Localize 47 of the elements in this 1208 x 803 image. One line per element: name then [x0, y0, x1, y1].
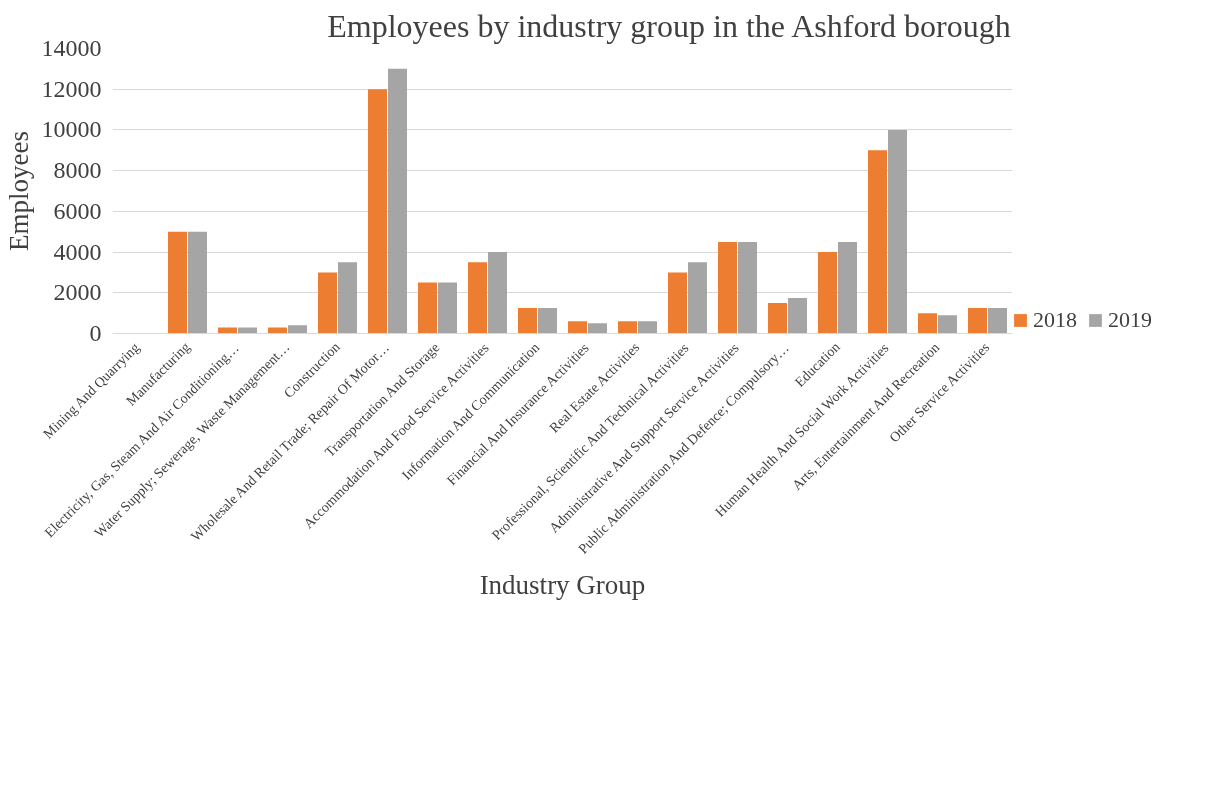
- bar: [938, 315, 957, 334]
- bar: [688, 262, 707, 334]
- bar: [718, 241, 737, 334]
- bar: [268, 327, 287, 334]
- y-tick-label: 4000: [53, 238, 102, 265]
- bar: [888, 129, 907, 334]
- y-tick-label: 6000: [53, 197, 102, 224]
- bar: [388, 68, 407, 334]
- bar: [838, 241, 857, 334]
- bar: [918, 313, 937, 334]
- bar: [868, 150, 887, 334]
- bar: [538, 308, 557, 334]
- bar: [488, 252, 507, 334]
- y-tick-label: 2000: [53, 279, 102, 306]
- bar: [168, 231, 187, 334]
- bar: [288, 325, 307, 334]
- bar: [518, 308, 537, 334]
- bar: [988, 308, 1007, 334]
- bar: [338, 262, 357, 334]
- x-axis-title: Industry Group: [479, 569, 646, 600]
- bar: [418, 282, 437, 334]
- legend-label: 2019: [1108, 307, 1152, 333]
- y-tick-label: 14000: [41, 35, 102, 61]
- bar: [238, 327, 257, 334]
- bar: [468, 262, 487, 334]
- bar: [318, 272, 337, 334]
- y-axis-title: Employees: [3, 131, 34, 251]
- y-tick-label: 0: [89, 320, 102, 346]
- y-tick-label: 12000: [41, 75, 102, 102]
- bar: [818, 252, 837, 334]
- bar: [968, 308, 987, 334]
- legend-label: 2018: [1033, 307, 1077, 333]
- bar: [568, 321, 587, 334]
- bar: [738, 241, 757, 334]
- y-tick-label: 10000: [41, 116, 102, 143]
- bar: [788, 297, 807, 334]
- bar: [218, 327, 237, 334]
- bar: [438, 282, 457, 334]
- bar: [368, 89, 387, 334]
- bar: [668, 272, 687, 334]
- bar: [638, 321, 657, 334]
- bar: [768, 302, 787, 334]
- y-tick-label: 8000: [53, 157, 102, 184]
- bar: [588, 323, 607, 334]
- bar: [618, 321, 637, 334]
- chart-title: Employees by industry group in the Ashford borough: [327, 7, 1011, 44]
- bar: [188, 231, 207, 334]
